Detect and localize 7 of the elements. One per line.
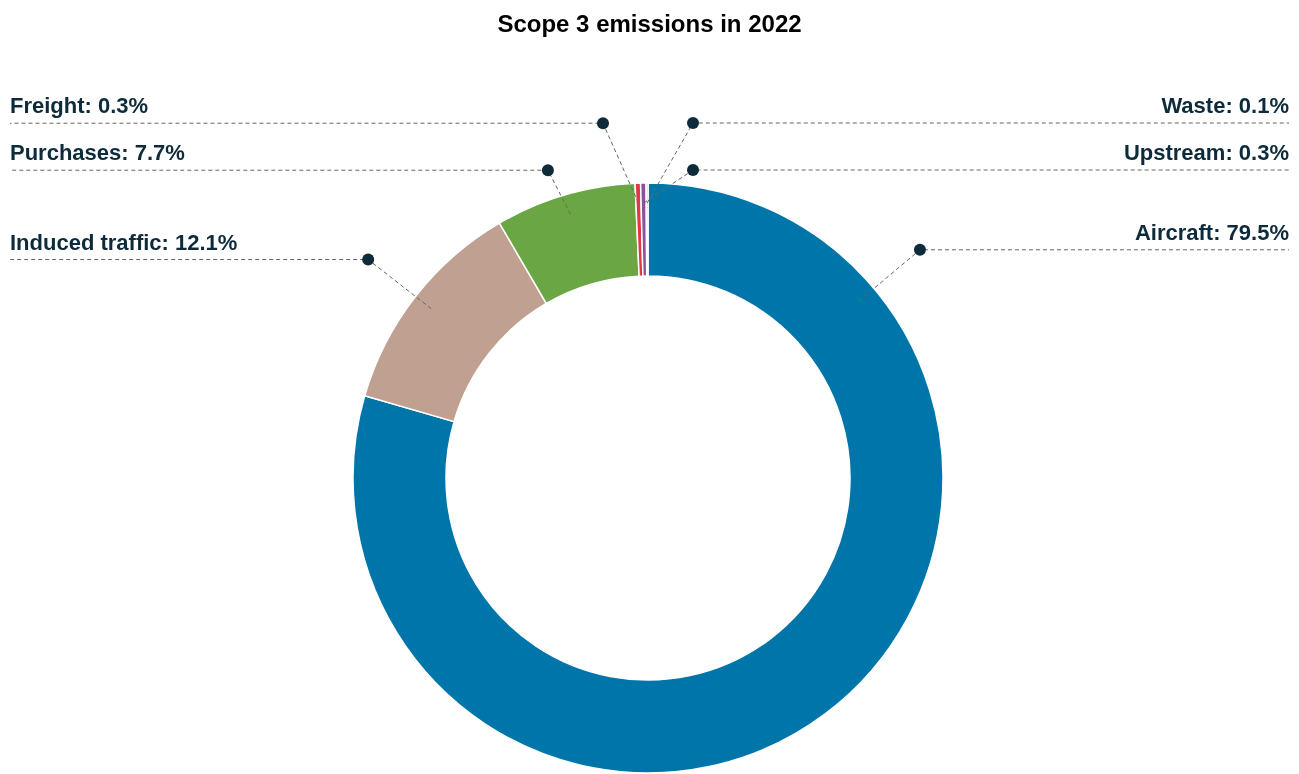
slice-label: Induced traffic: 12.1% (10, 229, 238, 255)
slice-label: Purchases: 7.7% (10, 140, 185, 166)
slice-label: Aircraft: 79.5% (1134, 219, 1289, 245)
chart-title: Scope 3 emissions in 2022 (497, 10, 802, 37)
slice-label: Freight: 0.3% (10, 93, 149, 119)
slice-label: Waste: 0.1% (1161, 93, 1289, 118)
slice-label: Upstream: 0.3% (1123, 140, 1289, 165)
